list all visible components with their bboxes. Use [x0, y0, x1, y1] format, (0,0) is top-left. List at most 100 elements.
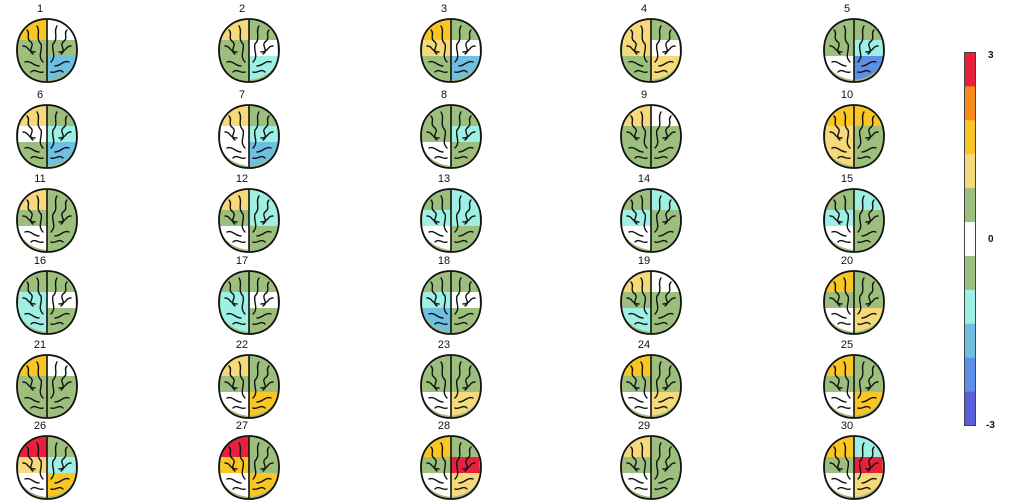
brain-region: [854, 376, 883, 392]
brain-region: [651, 20, 679, 40]
brain-region: [854, 437, 882, 457]
brain-region: [451, 190, 479, 210]
colorbar-band: [964, 120, 976, 155]
brain-panel: 29: [612, 420, 702, 502]
colorbar: 3 0 -3: [960, 50, 1012, 440]
brain-region: [826, 272, 854, 292]
brain-region: [825, 376, 854, 392]
brain-panel: 30: [815, 420, 905, 502]
brain-topography-grid: 1 2 3 4 5 6 7 8 9 10 11 12 13 14 15 16 17 18 19 20 21 22 23 24 2…: [8, 3, 905, 502]
brain-region: [249, 272, 277, 292]
brain-region: [220, 376, 249, 392]
colorbar-band: [964, 357, 976, 393]
brain-region: [651, 437, 679, 457]
panel-number-label: 19: [637, 255, 651, 267]
brain-region: [623, 437, 651, 457]
brain-panel: 18: [412, 255, 502, 337]
brain-topography-map: [823, 270, 885, 335]
brain-region: [19, 437, 47, 457]
brain-region: [422, 40, 451, 56]
brain-region: [826, 190, 854, 210]
brain-panel: 9: [612, 89, 702, 171]
brain-region: [18, 457, 47, 473]
brain-topography-map: [16, 354, 78, 419]
brain-region: [422, 126, 451, 142]
brain-panel: 6: [8, 89, 98, 171]
brain-region: [854, 457, 883, 473]
brain-region: [651, 126, 680, 142]
brain-region: [451, 210, 480, 226]
brain-region: [423, 106, 451, 126]
panel-number-label: 30: [840, 420, 854, 432]
brain-topography-map: [420, 104, 482, 169]
brain-region: [622, 40, 651, 56]
brain-panel: 8: [412, 89, 502, 171]
brain-region: [623, 190, 651, 210]
brain-region: [249, 20, 277, 40]
brain-region: [651, 272, 679, 292]
colorbar-mid-label: 0: [988, 234, 994, 245]
brain-region: [826, 437, 854, 457]
brain-region: [249, 356, 277, 376]
brain-region: [825, 457, 854, 473]
brain-region: [622, 457, 651, 473]
brain-region: [249, 292, 278, 308]
colorbar-band: [964, 154, 976, 189]
brain-region: [854, 20, 882, 40]
panel-number-label: 26: [33, 420, 47, 432]
brain-region: [19, 190, 47, 210]
brain-region: [622, 126, 651, 142]
brain-panel: 25: [815, 339, 905, 421]
brain-region: [423, 20, 451, 40]
brain-region: [47, 190, 75, 210]
panel-number-label: 27: [235, 420, 249, 432]
panel-number-label: 20: [840, 255, 854, 267]
brain-region: [622, 376, 651, 392]
brain-region: [854, 190, 882, 210]
brain-topography-map: [620, 18, 682, 83]
colorbar-band: [964, 222, 976, 257]
brain-region: [47, 292, 76, 308]
brain-region: [422, 210, 451, 226]
brain-region: [220, 210, 249, 226]
brain-topography-map: [16, 188, 78, 253]
brain-panel: 2: [210, 3, 300, 85]
brain-topography-map: [620, 104, 682, 169]
brain-panel: 16: [8, 255, 98, 337]
brain-panel: 5: [815, 3, 905, 85]
brain-region: [422, 292, 451, 308]
panel-number-label: 5: [843, 3, 851, 15]
brain-region: [825, 126, 854, 142]
brain-topography-map: [218, 354, 280, 419]
brain-topography-map: [16, 270, 78, 335]
brain-region: [19, 356, 47, 376]
brain-region: [854, 40, 883, 56]
brain-region: [221, 190, 249, 210]
brain-region: [249, 190, 277, 210]
brain-region: [19, 20, 47, 40]
panel-number-label: 29: [637, 420, 651, 432]
brain-region: [47, 356, 75, 376]
brain-region: [19, 272, 47, 292]
brain-topography-map: [823, 354, 885, 419]
colorbar-min-label: -3: [986, 420, 995, 431]
colorbar-band: [964, 86, 976, 121]
brain-region: [451, 457, 480, 473]
brain-panel: 27: [210, 420, 300, 502]
brain-topography-map: [218, 435, 280, 500]
brain-panel: 4: [612, 3, 702, 85]
panel-number-label: 24: [637, 339, 651, 351]
colorbar-band: [964, 255, 976, 291]
brain-region: [651, 376, 680, 392]
brain-panel: 21: [8, 339, 98, 421]
brain-region: [854, 210, 883, 226]
panel-number-label: 2: [238, 3, 246, 15]
brain-region: [422, 457, 451, 473]
brain-topography-map: [420, 18, 482, 83]
brain-topography-map: [218, 188, 280, 253]
brain-region: [651, 356, 679, 376]
brain-region: [825, 40, 854, 56]
panel-number-label: 12: [235, 173, 249, 185]
brain-region: [18, 210, 47, 226]
brain-region: [47, 126, 76, 142]
